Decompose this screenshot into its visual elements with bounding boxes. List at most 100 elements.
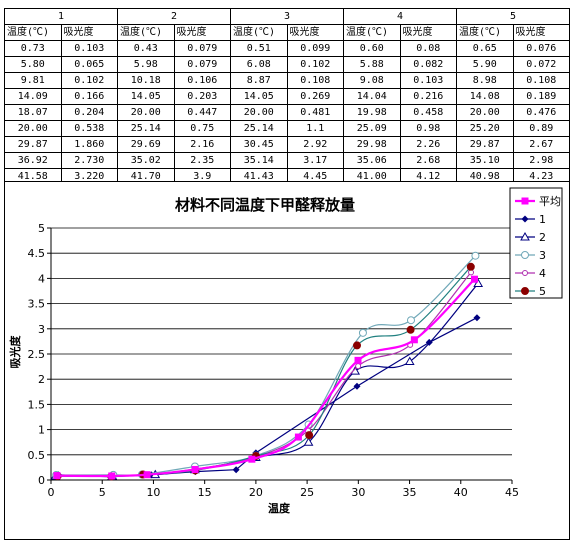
table-cell: 0.099 <box>286 40 344 57</box>
legend-marker <box>521 215 529 223</box>
table-cell: 0.076 <box>512 40 570 57</box>
y-tick-label: 3 <box>38 323 45 336</box>
table-cell: 1.1 <box>286 120 344 137</box>
table-row: 36.92 2.730 35.02 2.35 35.14 3.17 35.06 2.68 35.… <box>4 152 570 169</box>
table-row: 18.07 0.204 20.00 0.447 20.00 0.481 19.98 0.458… <box>4 104 570 121</box>
table-cell: 0.103 <box>60 40 118 57</box>
legend-marker <box>521 287 529 295</box>
table-cell: 0.98 <box>399 120 457 137</box>
legend-marker <box>521 197 529 205</box>
group-header: 1 <box>4 8 118 25</box>
table-cell: 35.02 <box>117 152 175 169</box>
table-cell: 14.04 <box>343 88 401 105</box>
table-cell: 19.98 <box>343 104 401 121</box>
y-tick-label: 2 <box>38 373 45 386</box>
table-cell: 8.98 <box>456 72 514 89</box>
data-point <box>473 278 484 287</box>
table-cell: 0.08 <box>399 40 457 57</box>
line-chart: 材料不同温度下甲醛释放量 00.511.522.533.544.550 5 10 15… <box>8 187 563 515</box>
table-cell: 14.05 <box>230 88 288 105</box>
table-cell: 0.108 <box>512 72 570 89</box>
data-point <box>358 328 367 337</box>
series-line <box>56 278 476 478</box>
column-header: 吸光度 <box>286 24 344 41</box>
table-cell: 14.09 <box>4 88 62 105</box>
legend: 平均 1 2 3 4 5 <box>509 187 563 299</box>
table-cell: 0.204 <box>60 104 118 121</box>
data-point <box>466 262 475 271</box>
x-tick-label: 45 <box>505 486 519 499</box>
column-header: 温度(℃) <box>4 24 62 41</box>
data-point <box>248 455 256 463</box>
table-cell: 0.75 <box>173 120 231 137</box>
legend-marker <box>522 270 528 276</box>
column-header: 温度(℃) <box>343 24 401 41</box>
table-cell: 14.08 <box>456 88 514 105</box>
x-tick-label: 25 <box>300 486 314 499</box>
group-header: 3 <box>230 8 344 25</box>
x-tick-label: 30 <box>351 486 365 499</box>
table-cell: 0.082 <box>399 56 457 73</box>
group-header: 4 <box>343 8 457 25</box>
data-point <box>410 336 418 344</box>
table-cell: 0.072 <box>512 56 570 73</box>
table-cell: 25.14 <box>117 120 175 137</box>
table-row: 0.73 0.103 0.43 0.079 0.51 0.099 0.60 0.08 0.65 0… <box>4 40 570 57</box>
legend-label: 4 <box>539 267 546 280</box>
data-point <box>143 471 151 479</box>
series-3 <box>52 251 480 480</box>
chart-title: 材料不同温度下甲醛释放量 <box>175 196 355 214</box>
table-cell: 0.166 <box>60 88 118 105</box>
x-tick-label: 35 <box>403 486 417 499</box>
legend-item: 1 <box>515 213 546 226</box>
table-cell: 0.60 <box>343 40 401 57</box>
data-point <box>353 341 362 350</box>
legend-item: 平均 <box>515 195 561 208</box>
y-tick-label: 0.5 <box>28 449 46 462</box>
table-cell: 5.88 <box>343 56 401 73</box>
table-row: 41.58 3.220 41.70 3.9 41.43 4.45 41.00 4.12 40.9… <box>4 168 570 185</box>
data-point <box>232 466 240 474</box>
series-line <box>57 266 472 478</box>
table-cell: 0.73 <box>4 40 62 57</box>
table-row: 29.87 1.860 29.69 2.16 30.45 2.92 29.98 2.26 29.… <box>4 136 570 153</box>
table-cell: 0.108 <box>286 72 344 89</box>
column-header: 温度(℃) <box>230 24 288 41</box>
table-cell: 25.09 <box>343 120 401 137</box>
table-cell: 25.20 <box>456 120 514 137</box>
y-axis-label: 吸光度 <box>8 335 22 369</box>
table-cell: 20.00 <box>230 104 288 121</box>
legend-marker <box>521 251 529 259</box>
x-axis-label: 温度 <box>268 501 291 515</box>
data-point <box>108 472 116 480</box>
data-point <box>303 437 314 446</box>
table-cell: 0.51 <box>230 40 288 57</box>
y-tick-label: 3.5 <box>28 298 46 311</box>
legend-item: 5 <box>515 285 546 298</box>
table-cell: 2.98 <box>512 152 570 169</box>
data-point <box>471 251 480 260</box>
table-cell: 1.860 <box>60 136 118 153</box>
table-cell: 0.102 <box>286 56 344 73</box>
table-cell: 0.481 <box>286 104 344 121</box>
column-header: 吸光度 <box>512 24 570 41</box>
data-point <box>353 382 361 390</box>
table-row: 5.80 0.065 5.98 0.079 6.08 0.102 5.88 0.082 5.90… <box>4 56 570 73</box>
series-line <box>57 271 472 477</box>
y-tick-label: 1.5 <box>28 398 46 411</box>
table-cell: 2.730 <box>60 152 118 169</box>
legend-item: 3 <box>515 249 546 262</box>
table-row: 20.00 0.538 25.14 0.75 25.14 1.1 25.09 0.98 25.2… <box>4 120 570 137</box>
y-tick-label: 4.5 <box>28 247 46 260</box>
legend-item: 4 <box>515 267 546 280</box>
column-header: 吸光度 <box>399 24 457 41</box>
x-tick-label: 10 <box>146 486 160 499</box>
table-cell: 2.26 <box>399 136 457 153</box>
series-line <box>55 283 479 477</box>
data-point <box>354 356 362 364</box>
table-cell: 0.103 <box>399 72 457 89</box>
y-tick-label: 2.5 <box>28 348 46 361</box>
table-cell: 35.10 <box>456 152 514 169</box>
legend-label: 5 <box>539 285 546 298</box>
table-cell: 0.065 <box>60 56 118 73</box>
